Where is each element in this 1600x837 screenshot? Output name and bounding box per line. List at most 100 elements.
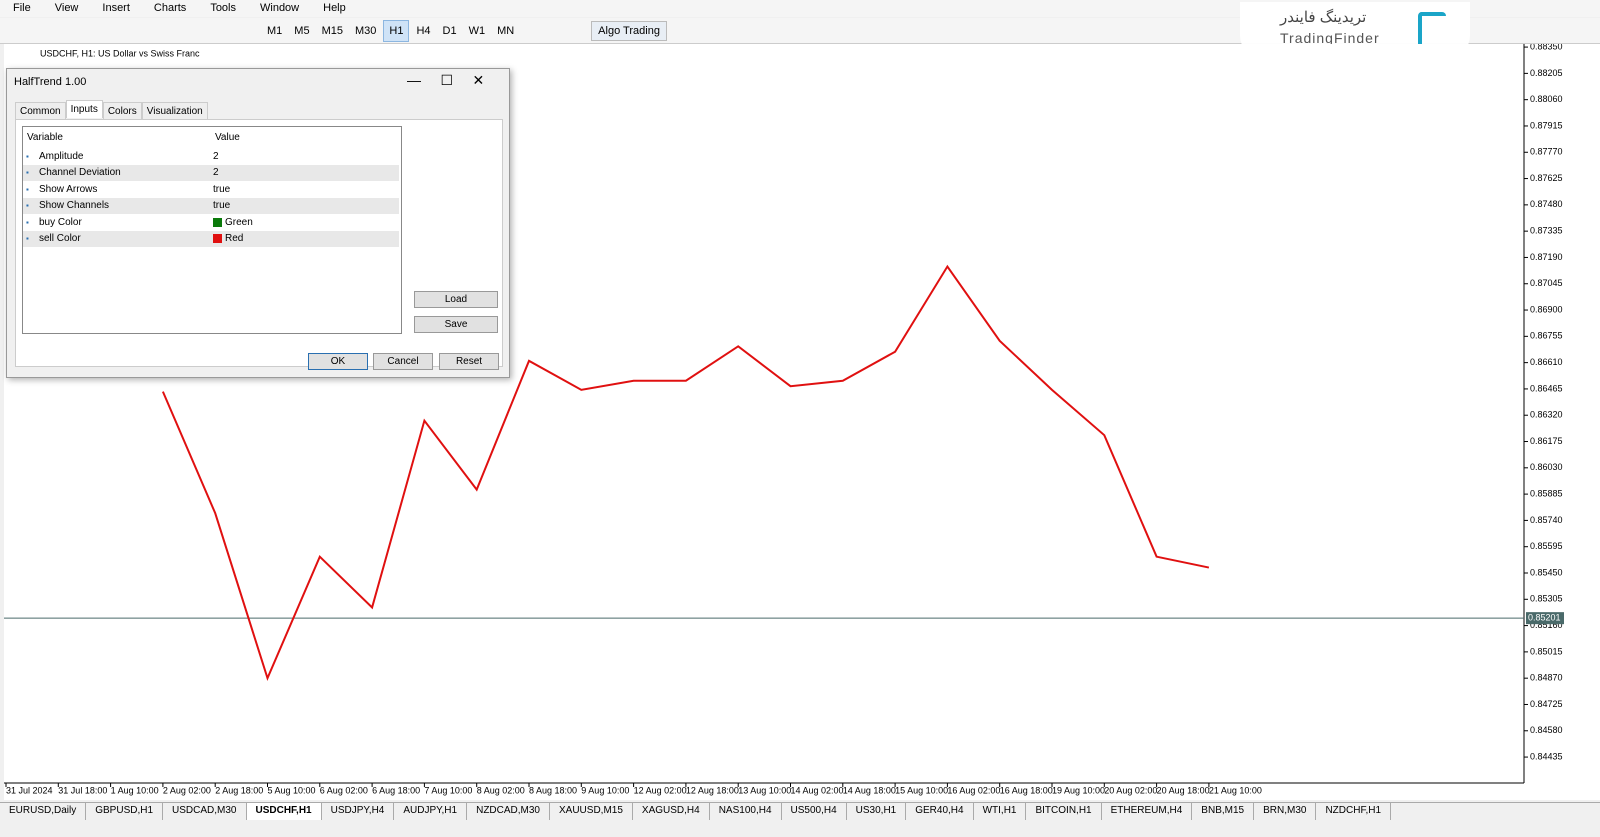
- chart-tab[interactable]: NZDCHF,H1: [1316, 803, 1392, 820]
- row-icon: ▪: [26, 168, 29, 177]
- x-tick-label: 7 Aug 10:00: [424, 785, 472, 795]
- chart: USDCHF, H1: US Dollar vs Swiss Franc 0.8…: [4, 41, 1564, 795]
- chart-tab[interactable]: BRN,M30: [1254, 803, 1317, 820]
- chart-tab[interactable]: GBPUSD,H1: [86, 803, 164, 820]
- color-swatch: [213, 234, 222, 243]
- dialog-button[interactable]: Load: [414, 291, 498, 308]
- variable-value: 2: [213, 167, 219, 178]
- timeframe-button[interactable]: M1: [267, 24, 283, 37]
- variable-name: Channel Deviation: [39, 167, 121, 178]
- chart-tab[interactable]: US500,H4: [782, 803, 847, 820]
- chart-tab[interactable]: XAUUSD,M15: [550, 803, 633, 820]
- menu-item[interactable]: Window: [260, 2, 300, 14]
- y-tick-label: 0.84580: [1530, 725, 1563, 735]
- dialog-tabs: Common Inputs Colors Visualization: [15, 100, 208, 120]
- table-row[interactable]: ▪ Amplitude 2: [23, 148, 399, 164]
- variable-name: Show Channels: [39, 200, 110, 211]
- chart-tab[interactable]: NAS100,H4: [710, 803, 782, 820]
- chart-tab[interactable]: AUDJPY,H1: [394, 803, 468, 820]
- x-tick-label: 19 Aug 10:00: [1052, 785, 1105, 795]
- table-row[interactable]: ▪ Show Arrows true: [23, 181, 399, 197]
- y-tick-label: 0.87770: [1530, 147, 1563, 157]
- timeframe-button[interactable]: D1: [442, 24, 457, 37]
- current-price-label: 0.85201: [1528, 613, 1561, 623]
- table-row[interactable]: ▪ sell Color Red: [23, 230, 399, 247]
- timeframe-button[interactable]: W1: [468, 24, 486, 37]
- timeframe-button[interactable]: MN: [497, 24, 515, 37]
- menu-item[interactable]: Tools: [210, 2, 236, 14]
- x-tick-label: 2 Aug 02:00: [163, 785, 211, 795]
- chart-tab[interactable]: BITCOIN,H1: [1026, 803, 1102, 820]
- chart-tab[interactable]: ETHEREUM,H4: [1102, 803, 1193, 820]
- chart-tab[interactable]: USDCHF,H1: [246, 803, 322, 820]
- chart-tab[interactable]: US30,H1: [847, 803, 907, 820]
- column-header: Variable: [27, 131, 63, 143]
- timeframe-button[interactable]: H4: [416, 24, 431, 37]
- y-tick-label: 0.86030: [1530, 462, 1563, 472]
- dialog-button[interactable]: Save: [414, 316, 498, 333]
- x-tick-label: 1 Aug 10:00: [111, 785, 159, 795]
- y-tick-label: 0.87625: [1530, 173, 1563, 183]
- row-icon: ▪: [26, 234, 29, 243]
- chart-tab[interactable]: WTI,H1: [974, 803, 1027, 820]
- table-header: Variable Value: [23, 129, 399, 145]
- chart-tab[interactable]: USDCAD,M30: [163, 803, 247, 820]
- variable-value: 2: [213, 150, 219, 162]
- timeframe-button[interactable]: H1: [383, 19, 410, 42]
- timeframe-button[interactable]: M15: [321, 24, 343, 37]
- chart-tab[interactable]: EURUSD,Daily: [0, 803, 87, 820]
- dialog-tab[interactable]: Visualization: [141, 102, 208, 120]
- row-icon: ▪: [26, 151, 29, 161]
- menu-item[interactable]: Help: [323, 2, 346, 14]
- table-row[interactable]: ▪ Channel Deviation 2: [23, 164, 399, 181]
- menu-item[interactable]: File: [13, 2, 31, 14]
- x-tick-label: 13 Aug 10:00: [738, 785, 791, 795]
- timeframe-button[interactable]: M30: [354, 24, 377, 37]
- chart-tab[interactable]: BNB,M15: [1192, 803, 1255, 820]
- menu-item[interactable]: Insert: [102, 2, 130, 14]
- timeframe-button[interactable]: M5: [294, 24, 310, 37]
- x-tick-label: 8 Aug 18:00: [529, 785, 577, 795]
- chart-tab[interactable]: NZDCAD,M30: [467, 803, 550, 820]
- dialog-tab[interactable]: Inputs: [65, 100, 103, 118]
- x-tick-label: 20 Aug 02:00: [1104, 785, 1157, 795]
- x-tick-label: 31 Jul 18:00: [58, 785, 107, 795]
- current-price-box: [1526, 612, 1564, 625]
- y-tick-label: 0.87335: [1530, 226, 1563, 236]
- menu-item[interactable]: Charts: [153, 2, 187, 14]
- x-tick-label: 14 Aug 18:00: [843, 785, 896, 795]
- y-tick-label: 0.84870: [1530, 673, 1563, 683]
- y-tick-label: 0.85740: [1530, 515, 1563, 525]
- window-controls[interactable]: — ☐ ✕: [407, 72, 485, 88]
- variable-value: true: [213, 200, 231, 211]
- row-icon: ▪: [26, 217, 29, 227]
- row-icon: ▪: [26, 184, 29, 194]
- row-icon: ▪: [26, 201, 29, 210]
- y-tick-label: 0.86610: [1530, 357, 1563, 367]
- chart-tab[interactable]: USDJPY,H4: [322, 803, 395, 820]
- dialog-tab[interactable]: Colors: [102, 102, 142, 120]
- dialog-button[interactable]: OK: [308, 353, 368, 370]
- x-tick-label: 6 Aug 02:00: [320, 785, 368, 795]
- chart-tabs: EURUSD,Daily GBPUSD,H1 USDCAD,M30 USDCHF,H1…: [0, 802, 1600, 820]
- logo-fa: تریدینگ فایندر: [1280, 9, 1367, 26]
- x-tick-label: 6 Aug 18:00: [372, 785, 420, 795]
- table-row[interactable]: ▪ buy Color Green: [23, 214, 399, 230]
- variable-name: sell Color: [39, 233, 81, 244]
- y-tick-label: 0.88205: [1530, 68, 1563, 78]
- chart-title: USDCHF, H1: US Dollar vs Swiss Franc: [40, 48, 200, 58]
- chart-tab[interactable]: XAGUSD,H4: [633, 803, 710, 820]
- algo-trading-button[interactable]: Algo Trading: [591, 20, 667, 41]
- dialog-tab[interactable]: Common: [15, 102, 66, 120]
- y-tick-label: 0.85305: [1530, 594, 1563, 604]
- menu-item[interactable]: View: [54, 2, 79, 14]
- x-tick-label: 8 Aug 02:00: [477, 785, 525, 795]
- chart-tab[interactable]: GER40,H4: [906, 803, 974, 820]
- dialog-button[interactable]: Reset: [439, 353, 499, 370]
- dialog-button[interactable]: Cancel: [373, 353, 433, 370]
- logo-en: TradingFinder: [1280, 30, 1380, 46]
- table-row[interactable]: ▪ Show Channels true: [23, 197, 399, 214]
- y-tick-label: 0.87915: [1530, 120, 1563, 130]
